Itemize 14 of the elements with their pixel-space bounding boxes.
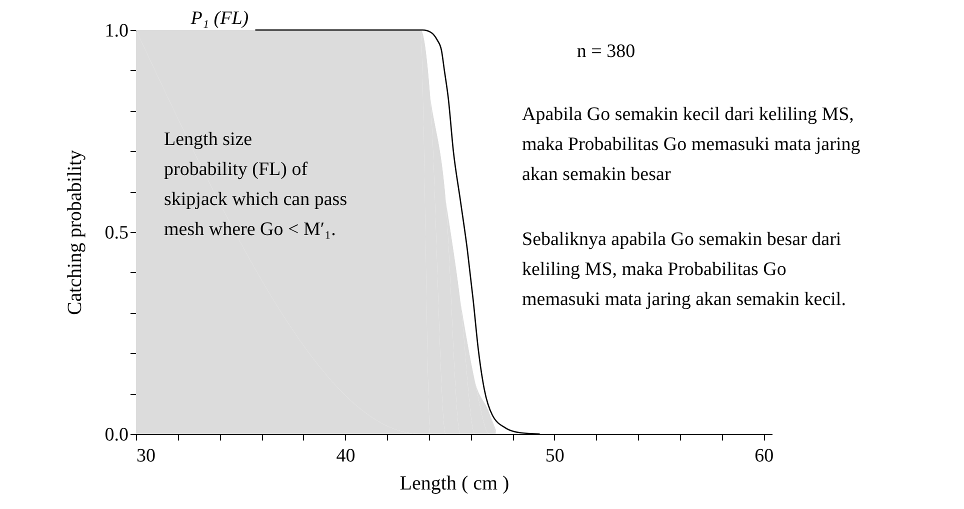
annotation: Apabila Go semakin kecil dari keliling MS, maka Probabilitas Go memasuki mata jaring akan semakin besar — [522, 104, 861, 185]
annotation: P₁ (FL) — [190, 8, 249, 29]
y-tick-label: 1.0 — [104, 20, 128, 42]
x-tick-label: 30 — [136, 446, 156, 466]
y-tick-label: 0.0 — [104, 424, 128, 446]
annotation: n = 380 — [576, 41, 636, 62]
x-axis-title: Length ( cm ) — [400, 472, 510, 494]
x-tick-label: 50 — [545, 446, 564, 466]
y-axis-title: Catching probability — [64, 150, 86, 315]
x-tick-label: 40 — [336, 446, 356, 466]
x-tick-label: 60 — [754, 446, 774, 466]
y-tick-label: 0.5 — [104, 222, 128, 244]
annotation: Length size probability (FL) of skipjack which can pass mesh where Go < M′₁. — [164, 129, 348, 240]
annotation: Sebaliknya apabila Go semakin besar dari keliling MS, maka Probabilitas Go memasuki mata jaring akan semakin kecil. — [522, 229, 846, 310]
